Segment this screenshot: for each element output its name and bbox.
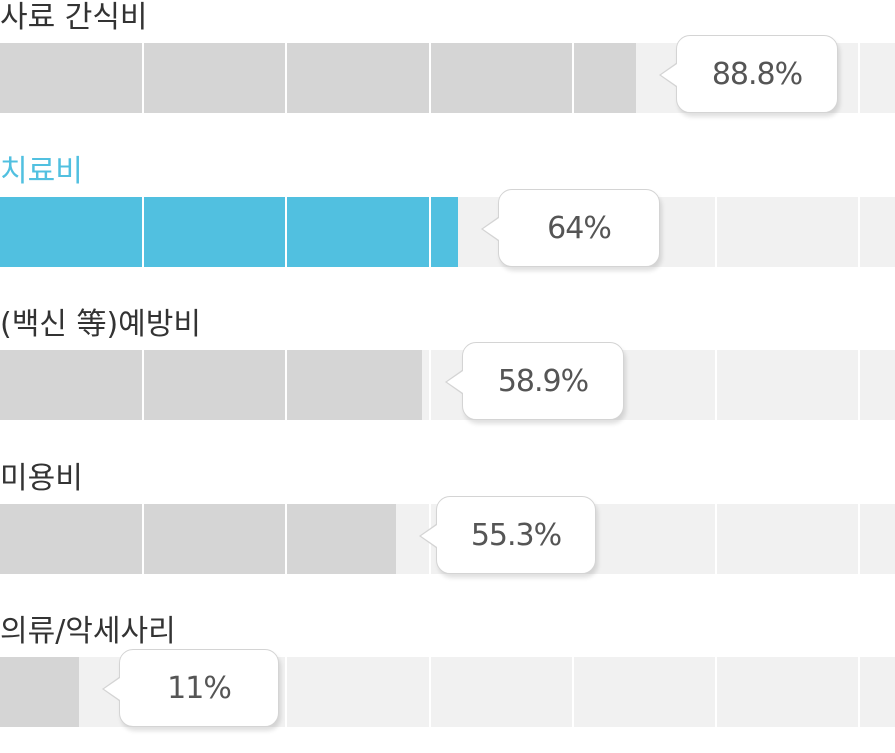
category-label: 미용비	[0, 460, 83, 496]
grid-line	[285, 503, 287, 574]
value-label: 55.3%	[470, 517, 562, 553]
grid-line	[858, 657, 860, 727]
grid-line	[285, 657, 287, 727]
callout-pointer	[447, 371, 463, 393]
value-label: 64%	[547, 210, 612, 246]
grid-line	[142, 196, 144, 267]
bar	[0, 503, 396, 574]
grid-line	[285, 196, 287, 267]
value-label: 11%	[167, 671, 232, 706]
grid-line	[572, 657, 574, 727]
grid-line	[715, 196, 717, 267]
grid-line	[858, 350, 860, 420]
grid-line	[429, 43, 431, 113]
grid-line	[429, 350, 431, 420]
bar	[0, 350, 422, 420]
grid-line	[858, 196, 860, 267]
grid-line	[572, 43, 574, 113]
grid-line	[429, 657, 431, 727]
value-callout: 11%	[102, 649, 279, 727]
grid-line	[715, 503, 717, 574]
category-label: 치료비	[0, 153, 83, 189]
bar-track	[0, 196, 895, 267]
callout-pointer	[421, 524, 437, 547]
value-label: 88.8%	[711, 57, 803, 92]
value-callout: 55.3%	[419, 495, 596, 574]
callout-pointer	[483, 217, 499, 240]
grid-line	[142, 43, 144, 113]
grid-line	[858, 43, 860, 113]
grid-line	[715, 350, 717, 420]
grid-line	[285, 350, 287, 420]
grid-line	[715, 657, 717, 727]
grid-line	[142, 503, 144, 574]
grid-line	[858, 503, 860, 574]
value-callout: 64%	[481, 188, 660, 267]
bar	[0, 657, 79, 727]
bar	[0, 196, 458, 267]
callout-pointer	[104, 678, 120, 700]
category-label: 사료 간식비	[0, 0, 148, 35]
value-label: 58.9%	[497, 364, 589, 399]
callout-pointer	[661, 64, 677, 86]
grid-line	[429, 196, 431, 267]
grid-line	[285, 43, 287, 113]
category-label: (백신 等)예방비	[0, 307, 201, 342]
value-callout: 88.8%	[659, 35, 838, 113]
category-label: 의류/악세사리	[0, 614, 176, 649]
value-callout: 58.9%	[445, 342, 624, 420]
grid-line	[142, 350, 144, 420]
bar	[0, 43, 636, 113]
